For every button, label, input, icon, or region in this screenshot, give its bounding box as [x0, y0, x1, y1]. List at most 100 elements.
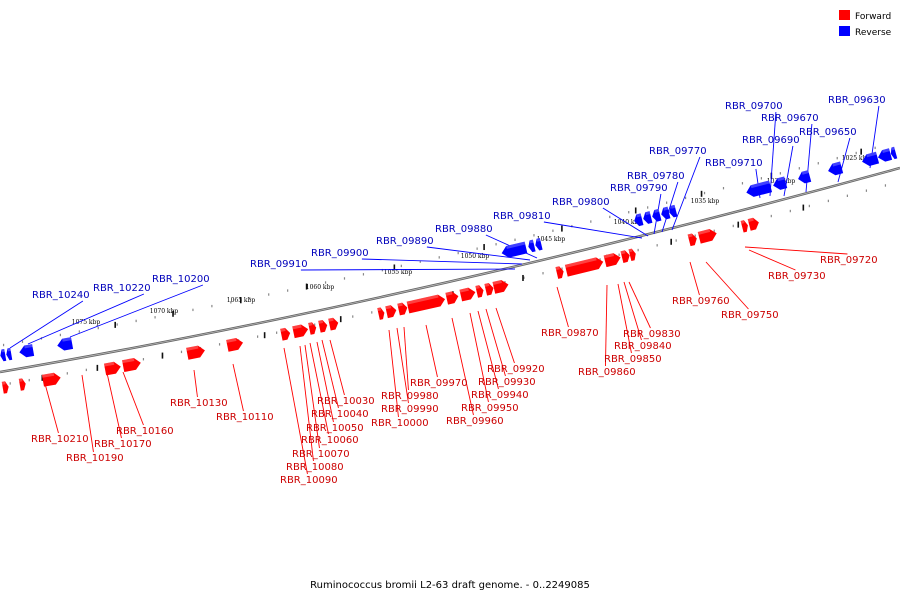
forward-callout-line — [425, 324, 438, 378]
legend-forward-swatch — [839, 10, 850, 20]
tick-dot — [180, 350, 183, 354]
reverse-gene-arrow — [0, 348, 7, 362]
tick-dot — [884, 184, 887, 187]
forward-gene-label: RBR_09990 — [381, 404, 439, 415]
forward-callout-line — [316, 341, 334, 423]
gene-body — [603, 253, 621, 268]
reverse-gene-label: RBR_09790 — [610, 183, 668, 194]
forward-callout-line — [396, 327, 409, 404]
gene-body — [385, 305, 397, 319]
tick-dot — [741, 182, 744, 185]
forward-callout-line — [689, 261, 700, 296]
gene-body — [57, 337, 74, 351]
forward-gene-label: RBR_09850 — [604, 354, 662, 365]
gene-highlight — [747, 217, 754, 223]
scale-tick-label: 1075 kbp — [72, 319, 101, 326]
gene-highlight — [654, 208, 660, 213]
forward-gene-arrow — [328, 317, 339, 331]
tick-dot — [694, 234, 696, 237]
gene-highlight — [186, 345, 199, 351]
reverse-gene-label: RBR_09700 — [725, 101, 783, 112]
gene-highlight — [328, 317, 334, 322]
tick-dot — [495, 243, 497, 246]
reverse-gene-arrow — [652, 208, 662, 222]
tick-dot — [457, 251, 459, 255]
major-tick — [41, 374, 44, 381]
forward-callout-line — [748, 249, 796, 271]
gene-body — [862, 151, 880, 166]
gene-body — [634, 213, 644, 227]
forward-gene-arrow — [397, 302, 408, 316]
forward-gene-label: RBR_09830 — [623, 329, 681, 340]
gene-body — [697, 228, 717, 244]
reverse-gene-label: RBR_09810 — [493, 211, 551, 222]
genome-backbone-highlight — [0, 167, 900, 373]
gene-highlight — [475, 285, 480, 289]
gene-highlight — [385, 305, 392, 310]
tick-dot — [514, 238, 516, 241]
reverse-callout-line — [361, 258, 523, 265]
forward-gene-label: RBR_10070 — [292, 449, 350, 460]
forward-gene-arrow — [747, 217, 759, 231]
major-tick — [339, 316, 342, 323]
forward-gene-label: RBR_10130 — [170, 398, 228, 409]
gene-highlight — [280, 327, 286, 332]
tick-dots-layer — [2, 146, 887, 385]
tick-dot — [713, 229, 715, 233]
gene-highlight — [636, 213, 642, 218]
forward-gene-label: RBR_10190 — [66, 453, 124, 464]
gene-highlight — [663, 206, 669, 211]
forward-gene-label: RBR_10050 — [306, 423, 364, 434]
forward-gene-arrow — [445, 291, 459, 305]
forward-gene-arrow — [308, 322, 317, 335]
gene-body — [878, 148, 893, 162]
forward-gene-label: RBR_09930 — [478, 377, 536, 388]
tick-dot — [590, 220, 592, 223]
tick-dot — [827, 199, 829, 203]
gene-body — [318, 319, 328, 333]
gene-body — [535, 238, 543, 251]
forward-gene-label: RBR_09860 — [578, 367, 636, 378]
tick-dot — [732, 224, 734, 228]
gene-highlight — [750, 180, 770, 189]
tick-dot — [324, 281, 327, 284]
reverse-callout-line — [671, 156, 701, 231]
reverse-gene-label: RBR_09630 — [828, 95, 886, 106]
forward-gene-arrow — [186, 345, 205, 360]
legend-forward-label: Forward — [855, 12, 891, 22]
gene-body — [555, 266, 564, 279]
tick-dot — [542, 272, 544, 275]
gene-body — [564, 257, 604, 277]
reverse-callout-line — [602, 207, 649, 237]
forward-callout-line — [122, 371, 144, 426]
forward-callout-line — [304, 344, 320, 449]
gene-body — [492, 280, 509, 294]
scale-tick-label: 1055 kbp — [384, 269, 413, 276]
forward-gene-arrow — [18, 378, 26, 391]
gene-body — [890, 146, 898, 160]
tick-dot — [154, 316, 156, 319]
legend-reverse-swatch — [839, 26, 850, 36]
tick-dot — [609, 215, 611, 219]
forward-gene-arrow — [103, 361, 121, 376]
forward-callout-line — [469, 312, 489, 403]
gene-highlight — [406, 294, 439, 305]
forward-callout-line — [556, 286, 569, 328]
gene-body — [122, 358, 141, 373]
tick-dot — [561, 267, 563, 270]
reverse-gene-label: RBR_09770 — [649, 146, 707, 157]
forward-callout-line — [623, 281, 642, 341]
forward-callout-line — [299, 345, 314, 462]
forward-gene-label: RBR_09940 — [471, 390, 529, 401]
forward-gene-label: RBR_09870 — [541, 328, 599, 339]
tick-dot — [533, 234, 535, 237]
tick-dot — [173, 312, 175, 315]
tick-dot — [637, 248, 639, 252]
reverse-gene-arrow — [669, 204, 678, 218]
gene-highlight — [687, 233, 693, 238]
gene-body — [280, 327, 291, 341]
major-tick — [737, 221, 740, 228]
forward-gene-arrow — [620, 250, 630, 263]
scale-tick-label: 1050 kbp — [461, 253, 490, 260]
reverse-gene-label: RBR_09800 — [552, 197, 610, 208]
